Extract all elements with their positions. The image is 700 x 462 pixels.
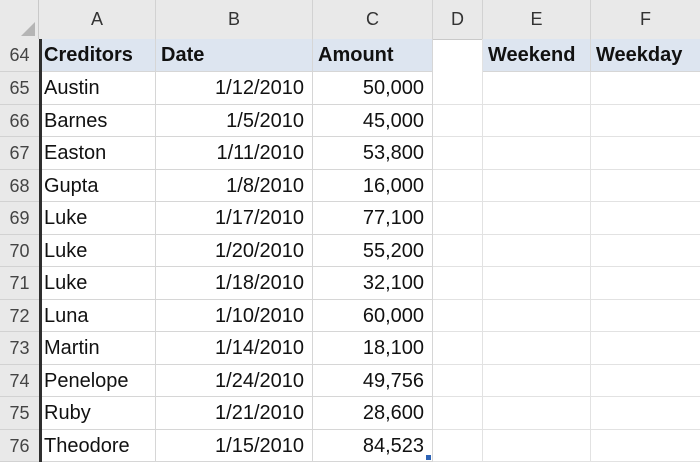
date-cell[interactable]: 1/10/2010: [156, 299, 313, 332]
date-cell[interactable]: 1/12/2010: [156, 72, 313, 105]
amount-cell[interactable]: 84,523: [313, 429, 433, 462]
amount-cell[interactable]: 50,000: [313, 72, 433, 105]
creditor-cell[interactable]: Luke: [39, 267, 156, 300]
creditor-cell[interactable]: Gupta: [39, 169, 156, 202]
amount-cell[interactable]: 60,000: [313, 299, 433, 332]
row-header[interactable]: 68: [0, 169, 39, 202]
gridline: [433, 168, 700, 170]
creditor-cell[interactable]: Luke: [39, 202, 156, 235]
amount-cell[interactable]: 28,600: [313, 397, 433, 430]
gridline: [433, 136, 700, 137]
amount-cell[interactable]: 49,756: [313, 364, 433, 397]
row-header[interactable]: 76: [0, 429, 39, 462]
amount-cell[interactable]: 32,100: [313, 267, 433, 300]
row-header[interactable]: 74: [0, 364, 39, 397]
gridline: [433, 428, 700, 430]
column-header-c[interactable]: C: [313, 0, 433, 39]
creditor-cell[interactable]: Luna: [39, 299, 156, 332]
date-cell[interactable]: 1/11/2010: [156, 137, 313, 170]
creditor-cell[interactable]: Penelope: [39, 364, 156, 397]
gridline: [482, 39, 483, 462]
gridline: [433, 363, 700, 365]
creditor-cell[interactable]: Barnes: [39, 104, 156, 137]
date-cell[interactable]: 1/20/2010: [156, 234, 313, 267]
fill-handle[interactable]: [426, 455, 431, 460]
amount-cell[interactable]: 16,000: [313, 169, 433, 202]
selection-border: [39, 39, 42, 462]
creditor-cell[interactable]: Ruby: [39, 397, 156, 430]
row-header[interactable]: 75: [0, 397, 39, 430]
row-header[interactable]: 70: [0, 234, 39, 267]
column-header-e[interactable]: E: [483, 0, 591, 39]
date-cell[interactable]: 1/21/2010: [156, 397, 313, 430]
gridline: [433, 331, 700, 332]
creditor-cell[interactable]: Martin: [39, 332, 156, 365]
amount-cell[interactable]: 77,100: [313, 202, 433, 235]
column-header-a[interactable]: A: [39, 0, 156, 39]
row-header[interactable]: 69: [0, 202, 39, 235]
row-header[interactable]: 73: [0, 332, 39, 365]
creditor-cell[interactable]: Austin: [39, 72, 156, 105]
row-header[interactable]: 66: [0, 104, 39, 137]
column-header-d[interactable]: D: [433, 0, 483, 39]
gridline: [433, 201, 700, 202]
column-header-bar: A B C D E F: [0, 0, 700, 40]
column-header-b[interactable]: B: [156, 0, 313, 39]
gridline: [433, 298, 700, 300]
row-header[interactable]: 72: [0, 299, 39, 332]
amount-cell[interactable]: 18,100: [313, 332, 433, 365]
row-header[interactable]: 67: [0, 137, 39, 170]
creditor-cell[interactable]: Luke: [39, 234, 156, 267]
date-cell[interactable]: 1/5/2010: [156, 104, 313, 137]
header-cell-amount[interactable]: Amount: [313, 39, 433, 72]
date-cell[interactable]: 1/24/2010: [156, 364, 313, 397]
row-header[interactable]: 65: [0, 72, 39, 105]
gridline: [433, 233, 700, 235]
gridline: [590, 39, 591, 462]
amount-cell[interactable]: 53,800: [313, 137, 433, 170]
select-all-corner[interactable]: [0, 0, 39, 39]
row-header[interactable]: 64: [0, 39, 39, 72]
amount-cell[interactable]: 55,200: [313, 234, 433, 267]
gridline: [433, 396, 700, 397]
date-cell[interactable]: 1/15/2010: [156, 429, 313, 462]
date-cell[interactable]: 1/14/2010: [156, 332, 313, 365]
gridline: [433, 266, 700, 267]
creditor-cell[interactable]: Theodore: [39, 429, 156, 462]
header-cell-date[interactable]: Date: [156, 39, 313, 72]
date-cell[interactable]: 1/17/2010: [156, 202, 313, 235]
header-cell-weekday[interactable]: Weekday: [591, 39, 700, 72]
select-all-icon: [21, 22, 35, 36]
gridline: [433, 103, 700, 105]
column-header-f[interactable]: F: [640, 9, 651, 29]
header-cell-creditors[interactable]: Creditors: [39, 39, 156, 72]
creditor-cell[interactable]: Easton: [39, 137, 156, 170]
header-cell-weekend[interactable]: Weekend: [483, 39, 591, 72]
date-cell[interactable]: 1/18/2010: [156, 267, 313, 300]
amount-cell[interactable]: 45,000: [313, 104, 433, 137]
row-header[interactable]: 71: [0, 267, 39, 300]
date-cell[interactable]: 1/8/2010: [156, 169, 313, 202]
